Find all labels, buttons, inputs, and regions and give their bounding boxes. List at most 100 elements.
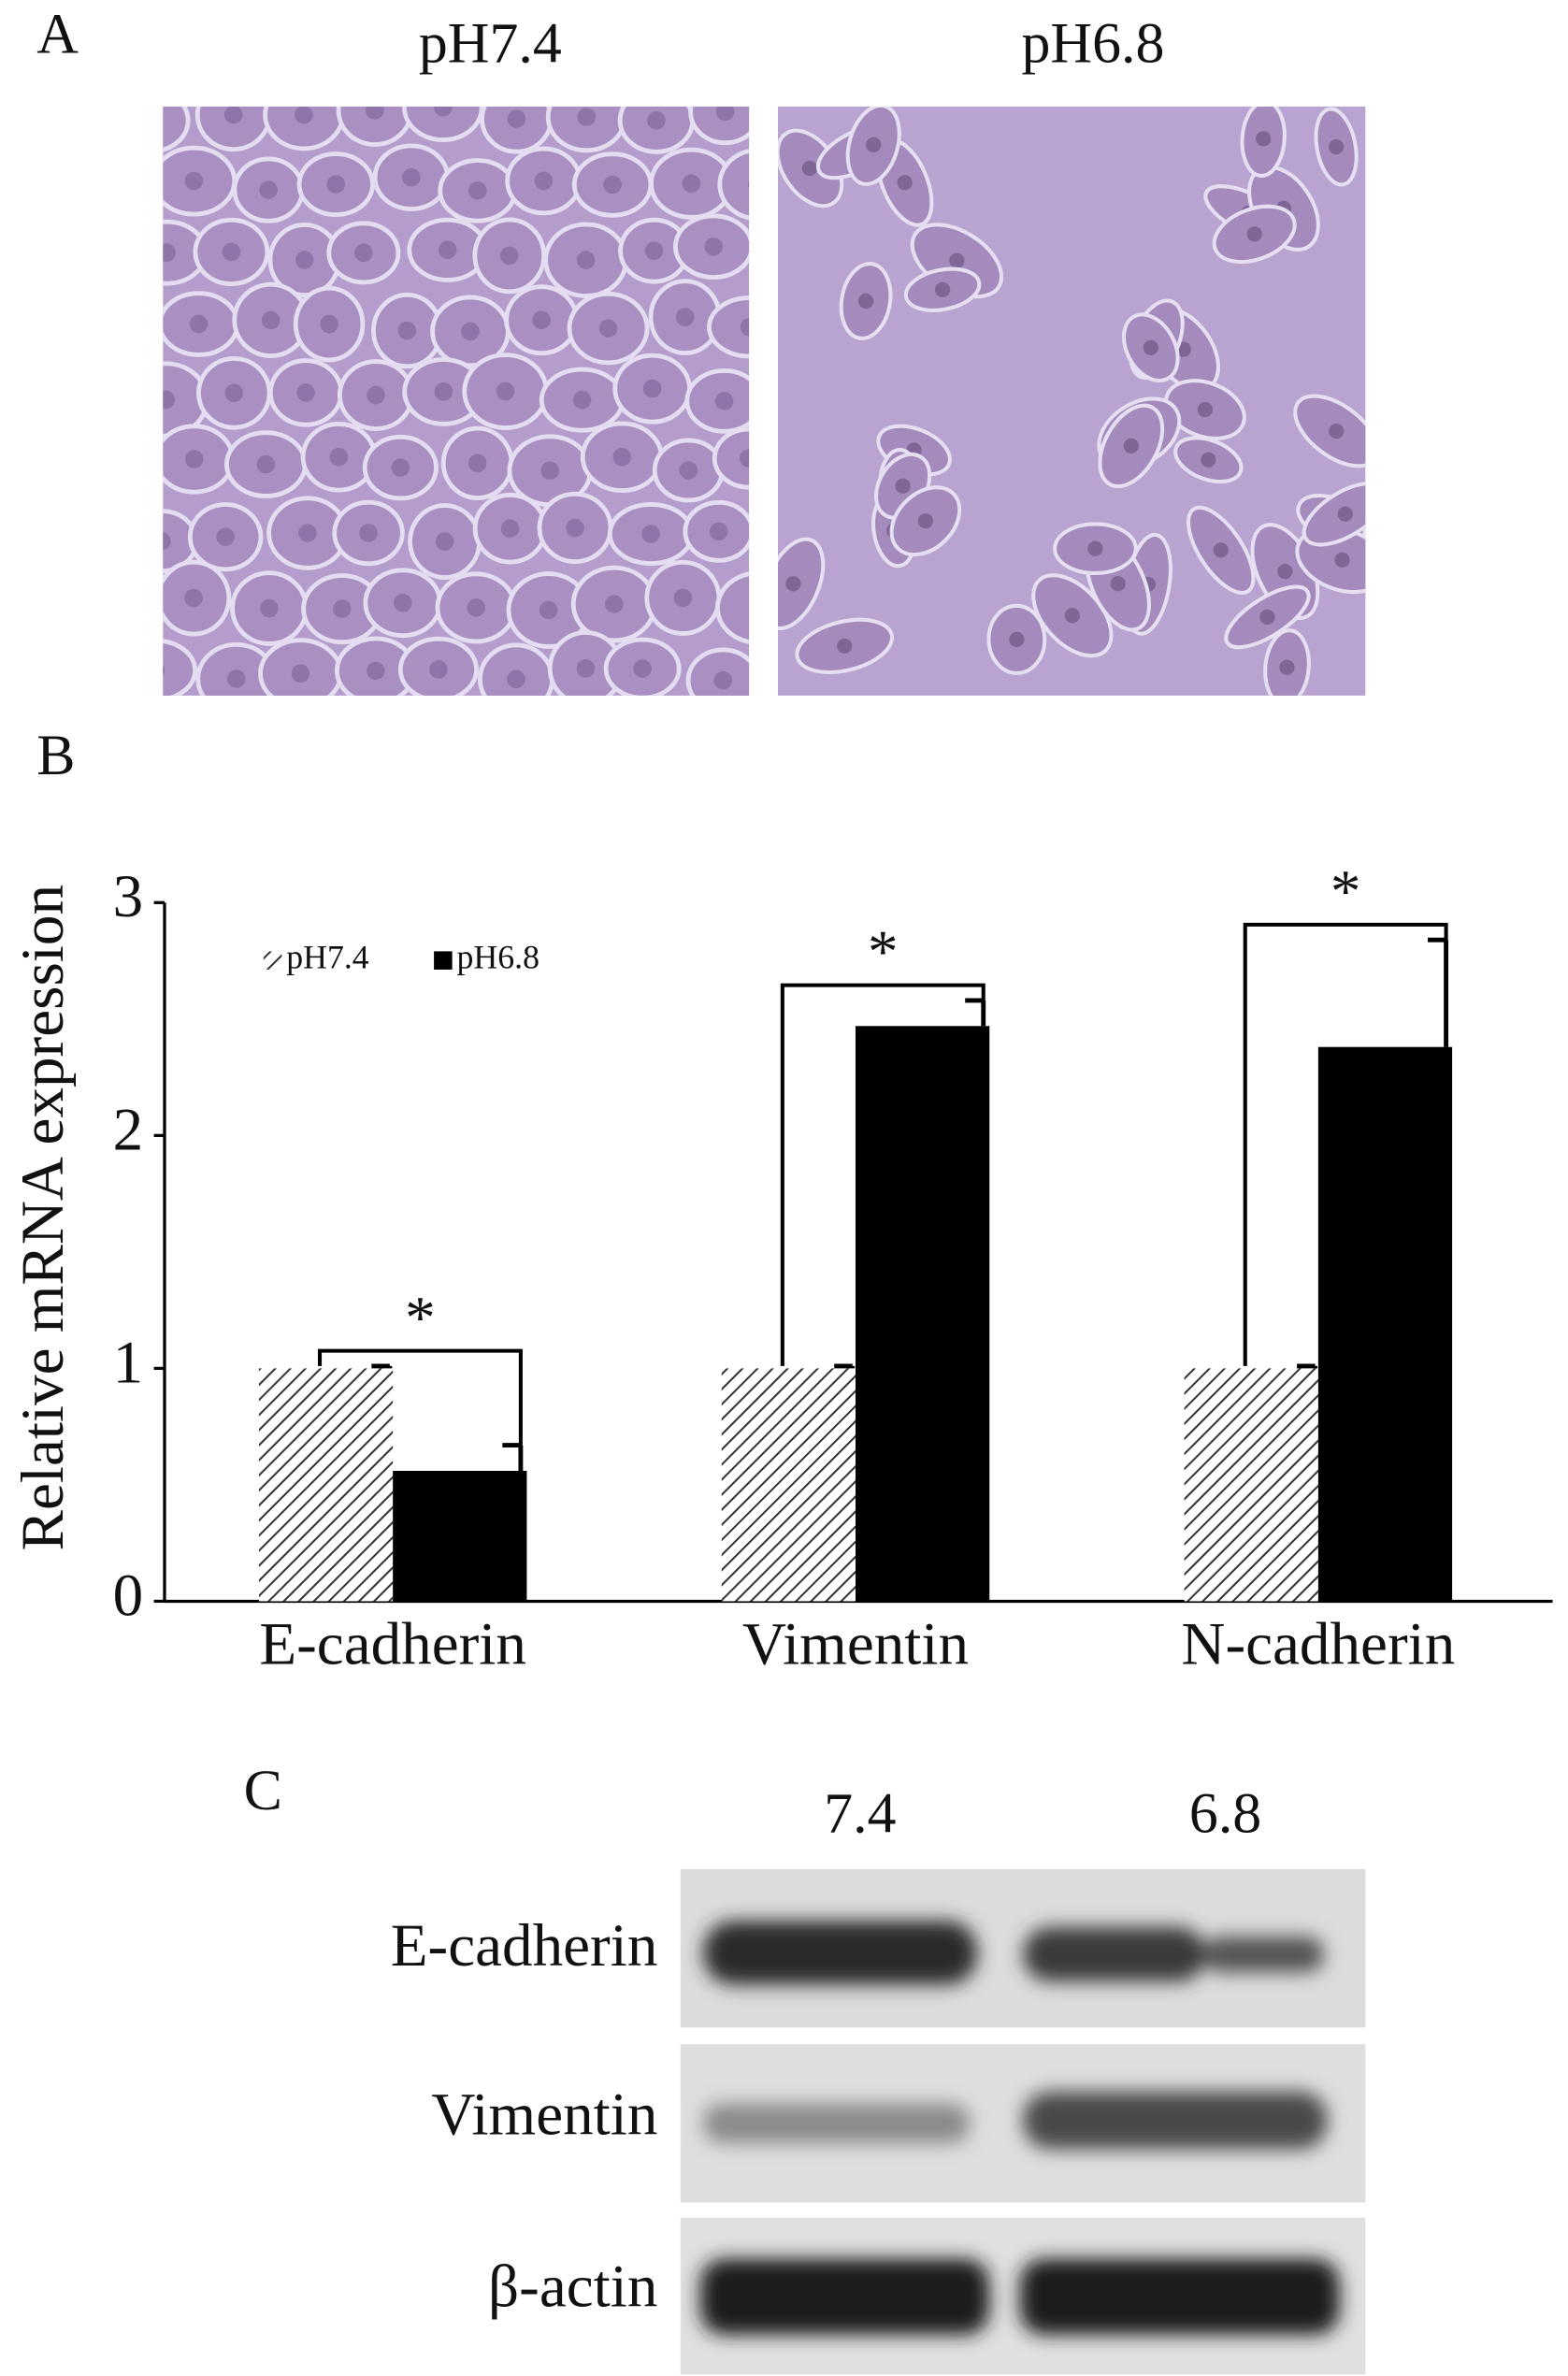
nucleus [1143, 339, 1158, 355]
legend-swatch [263, 951, 282, 970]
nucleus [715, 106, 735, 122]
nucleus [1087, 540, 1103, 556]
nucleus [785, 576, 801, 592]
nucleus [189, 314, 209, 334]
nucleus [393, 593, 412, 612]
nucleus [500, 519, 520, 538]
y-tick-label: 1 [113, 1329, 144, 1396]
nucleus [259, 180, 278, 199]
nucleus [857, 293, 874, 310]
nucleus [801, 160, 818, 177]
nucleus [216, 527, 235, 546]
nucleus [354, 243, 373, 263]
nucleus [1277, 563, 1293, 580]
nucleus [749, 598, 768, 617]
image-caption: pH6.8 [1021, 11, 1164, 75]
nucleus [434, 382, 453, 401]
x-tick-label: Vimentin [742, 1610, 969, 1678]
nucleus [633, 659, 652, 678]
nucleus [222, 242, 241, 262]
nucleus [679, 461, 698, 480]
nucleus [682, 174, 701, 194]
cells [777, 106, 1366, 696]
cell [688, 106, 750, 146]
row-label: Vimentin [431, 2081, 657, 2148]
nucleus [1201, 452, 1216, 468]
nucleus [1337, 506, 1353, 522]
nucleus [675, 308, 695, 326]
bar [856, 1026, 990, 1602]
nucleus [1328, 138, 1345, 155]
nucleus [397, 321, 417, 340]
nucleus [295, 106, 313, 124]
y-tick-label: 2 [113, 1096, 144, 1163]
bands [699, 1921, 1340, 2336]
nucleus [359, 524, 378, 542]
nucleus [438, 240, 457, 260]
cell [163, 639, 198, 696]
nucleus [329, 447, 349, 467]
nucleus [507, 670, 525, 689]
annotation: * [1331, 857, 1361, 925]
nucleus [1009, 631, 1025, 647]
nucleus [434, 106, 453, 117]
significance-bracket [780, 983, 985, 1366]
nucleus [184, 171, 204, 191]
nucleus [647, 110, 666, 130]
nucleus [709, 522, 728, 541]
nucleus [1064, 608, 1080, 624]
cell [717, 149, 750, 221]
nucleus [1329, 423, 1345, 439]
bar [721, 1368, 856, 1602]
nucleus [500, 246, 519, 266]
nucleus [713, 670, 733, 690]
nucleus [496, 382, 515, 401]
nucleus [367, 661, 385, 681]
nucleus [223, 106, 243, 124]
nucleus [468, 454, 487, 473]
panel-label: B [36, 724, 75, 787]
nucleus [298, 524, 317, 542]
cell [163, 106, 191, 152]
panel-label: A [36, 3, 79, 66]
lane-label: 6.8 [1189, 1781, 1261, 1845]
y-tick-label: 3 [113, 863, 144, 930]
nucleus [704, 237, 723, 256]
error-bar [1428, 937, 1449, 1047]
nucleus [540, 461, 559, 481]
nucleus [603, 175, 622, 194]
nucleus [1110, 576, 1126, 592]
nucleus [739, 449, 750, 468]
bar [258, 1368, 394, 1602]
nucleus [644, 241, 664, 260]
nucleus [507, 109, 526, 128]
nucleus [226, 670, 246, 688]
error-bar [371, 1363, 393, 1369]
nucleus [184, 450, 204, 468]
nucleus [917, 512, 934, 529]
nucleus [1246, 226, 1262, 242]
error-bar [834, 1363, 856, 1369]
nucleus [296, 383, 315, 402]
bar [1184, 1368, 1318, 1602]
nucleus [1334, 552, 1350, 568]
x-tick-label: E-cadherin [259, 1610, 526, 1678]
nucleus [934, 281, 951, 297]
nucleus [391, 458, 410, 477]
nucleus [532, 310, 551, 329]
nucleus [333, 599, 352, 618]
nucleus [1213, 542, 1229, 558]
nucleus [260, 598, 279, 618]
nucleus [747, 180, 750, 189]
significance-bracket [317, 1348, 523, 1446]
nucleus [326, 175, 346, 194]
nucleus [163, 531, 171, 551]
nucleus [641, 525, 660, 543]
cell [707, 295, 750, 359]
nucleus [642, 379, 662, 398]
panel-label: C [244, 1759, 282, 1822]
nucleus [1197, 401, 1214, 418]
nucleus [673, 588, 693, 608]
nucleus [897, 175, 913, 191]
nucleus [740, 318, 750, 337]
